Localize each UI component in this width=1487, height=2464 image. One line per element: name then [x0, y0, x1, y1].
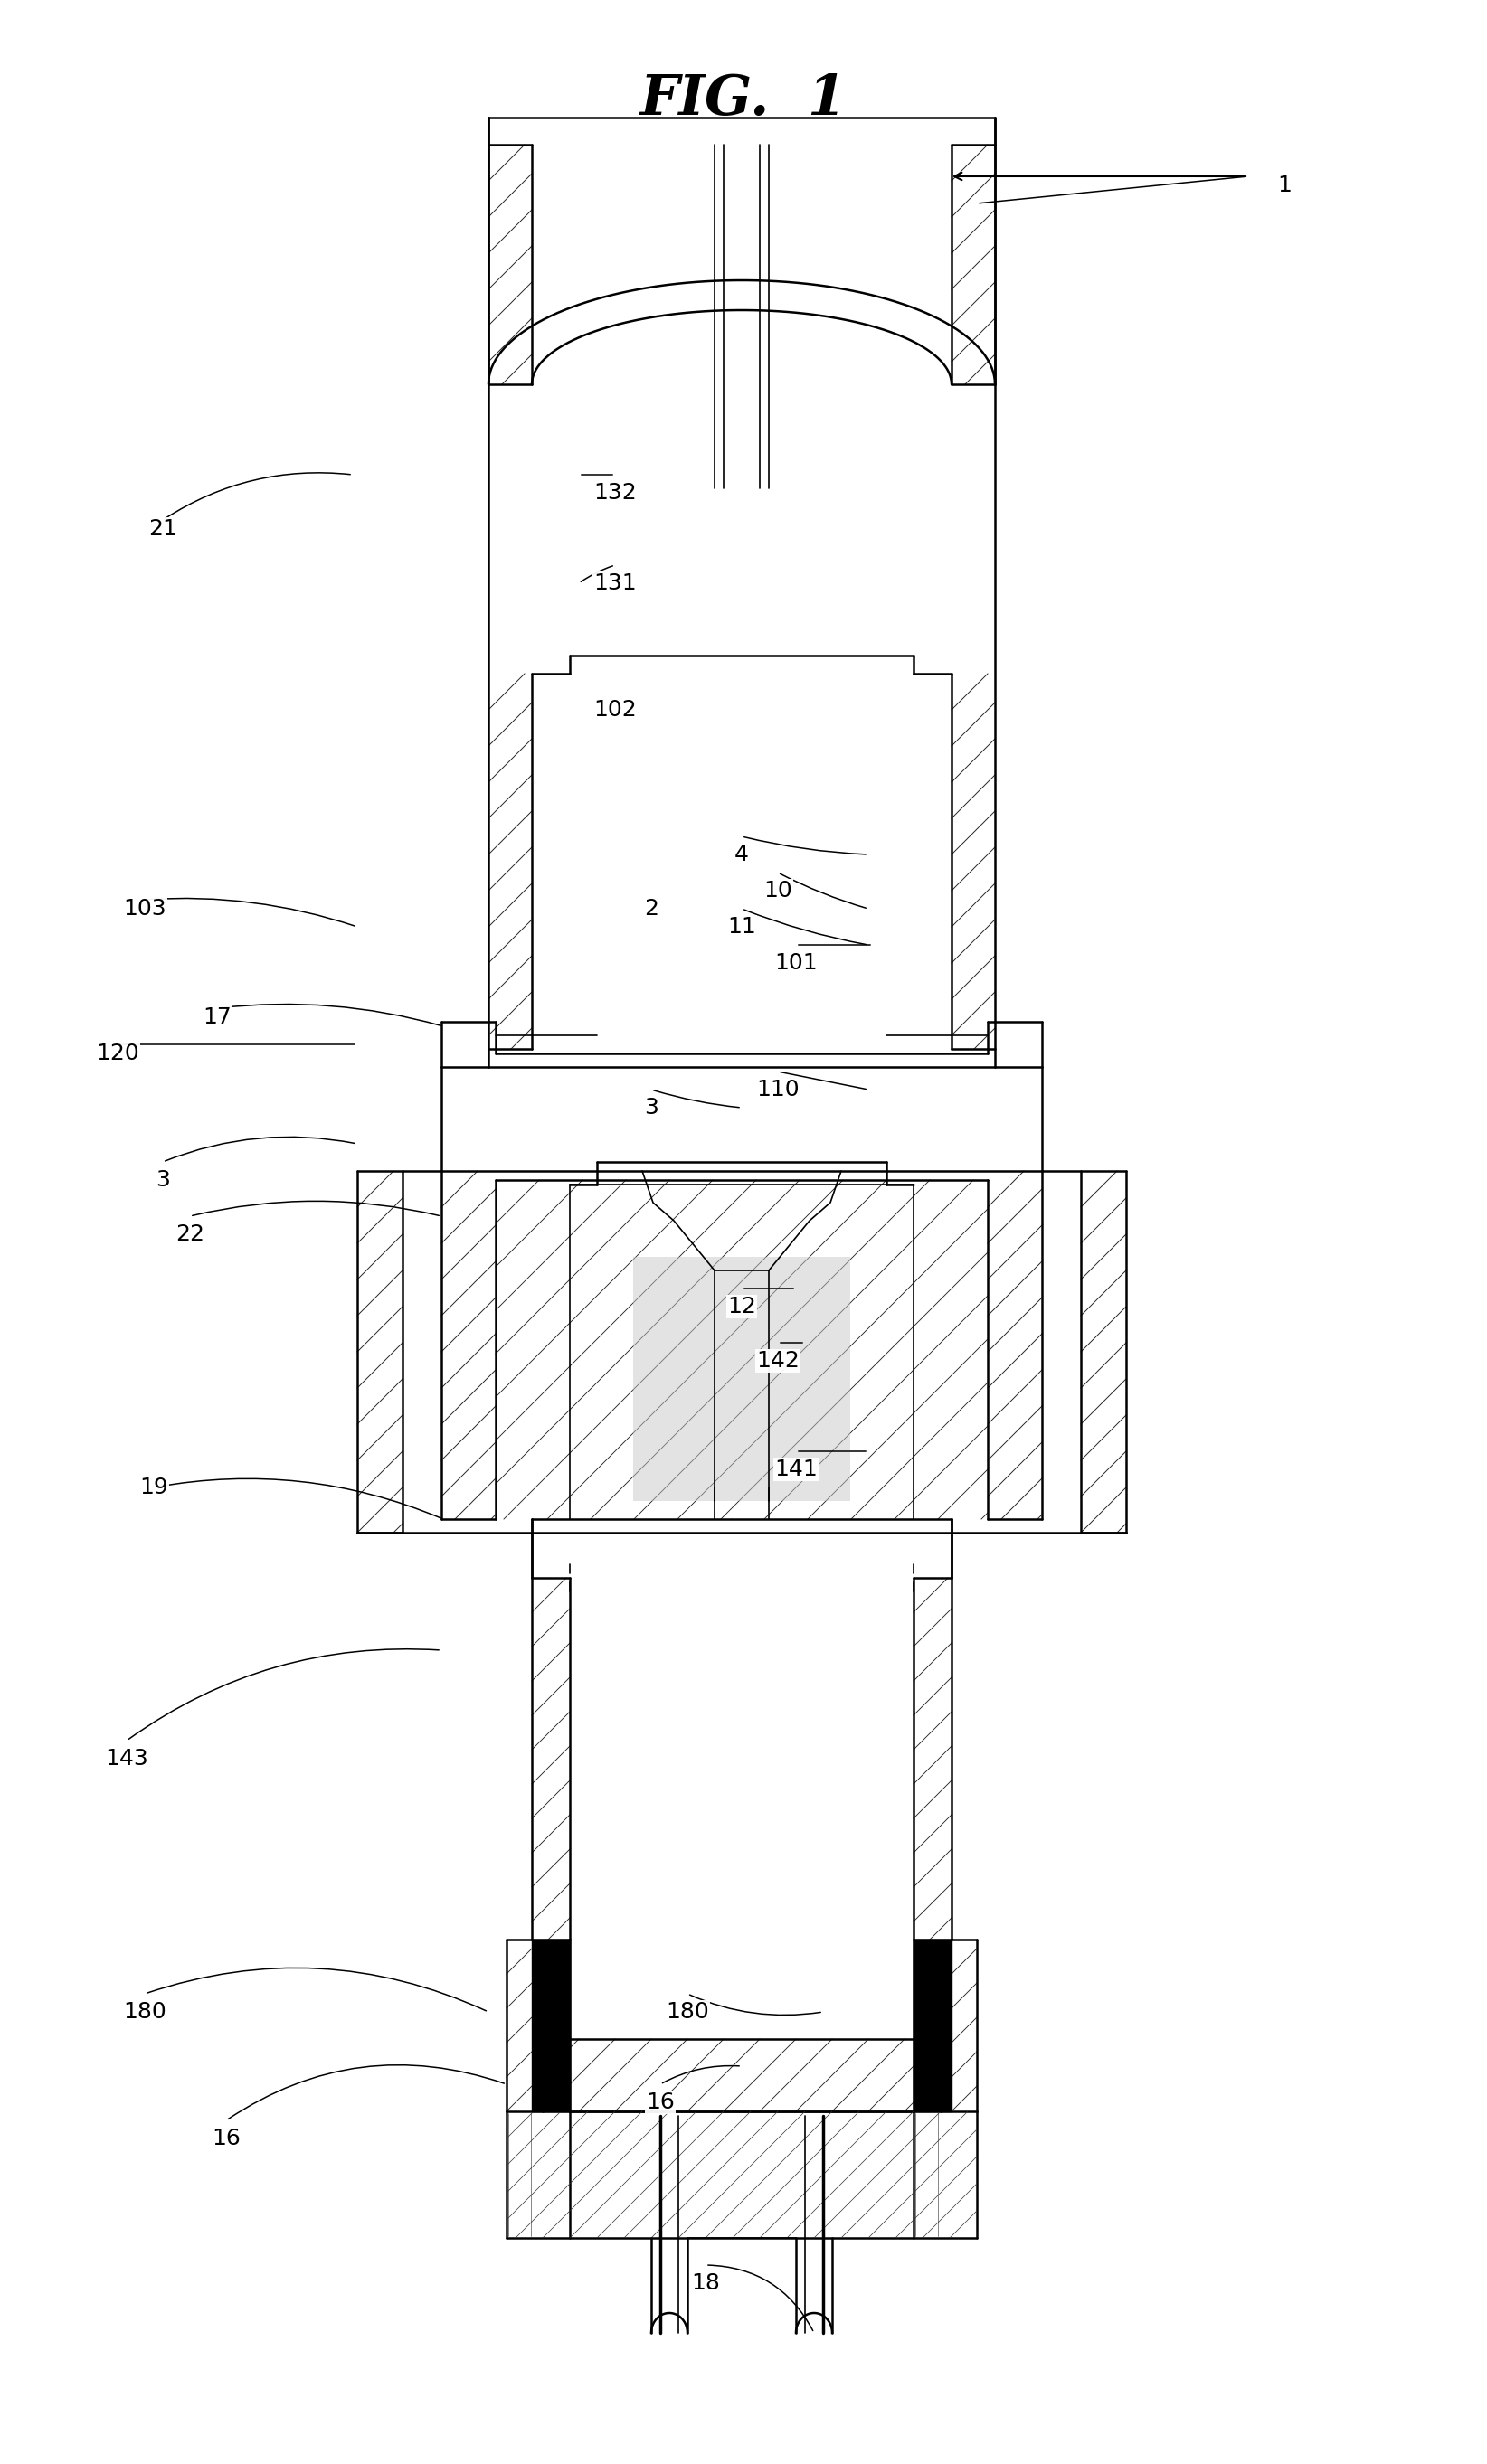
Text: 180: 180: [666, 2001, 709, 2023]
Bar: [532, 1939, 570, 2112]
Text: 141: 141: [775, 1459, 818, 1481]
Text: 131: 131: [593, 572, 636, 594]
Text: 11: 11: [727, 917, 755, 939]
Text: 4: 4: [735, 843, 749, 865]
Text: 21: 21: [149, 517, 177, 540]
Text: 103: 103: [123, 897, 167, 919]
Text: 16: 16: [211, 2126, 241, 2149]
Text: 132: 132: [593, 483, 636, 503]
Text: FIG.  1: FIG. 1: [641, 71, 846, 126]
Text: 18: 18: [691, 2272, 720, 2294]
Text: 10: 10: [763, 880, 793, 902]
Text: 110: 110: [757, 1079, 800, 1101]
Text: 102: 102: [593, 700, 636, 719]
Text: 12: 12: [727, 1296, 755, 1318]
Text: 142: 142: [757, 1350, 800, 1372]
Bar: [913, 1939, 952, 2112]
Text: 19: 19: [140, 1476, 168, 1498]
Text: 1: 1: [1277, 175, 1292, 197]
Text: 3: 3: [644, 1096, 659, 1119]
Text: 120: 120: [97, 1042, 140, 1064]
Text: 22: 22: [175, 1225, 204, 1244]
Text: 16: 16: [645, 2092, 675, 2114]
Bar: [633, 1257, 851, 1501]
Text: 2: 2: [644, 897, 659, 919]
Text: 101: 101: [775, 951, 818, 973]
Text: 3: 3: [156, 1168, 170, 1190]
Text: 180: 180: [123, 2001, 167, 2023]
Text: 17: 17: [202, 1005, 232, 1027]
Text: 143: 143: [106, 1747, 149, 1769]
